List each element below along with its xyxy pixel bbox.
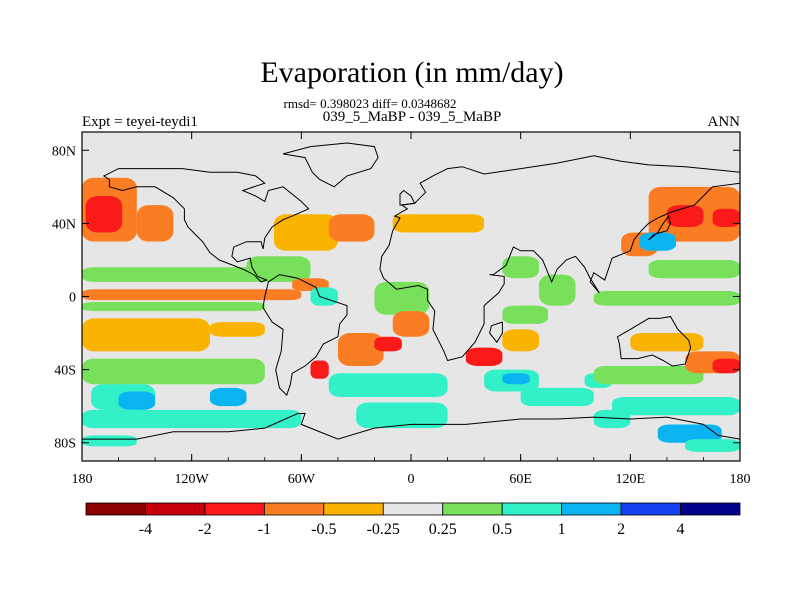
anomaly-region-6 bbox=[82, 301, 265, 312]
anomaly-region-4 bbox=[82, 289, 302, 301]
plot-subtitle: 039_5_MaBP - 039_5_MaBP bbox=[323, 109, 502, 125]
coastline-0 bbox=[102, 168, 310, 283]
y-tick-label-0: 80N bbox=[52, 144, 76, 159]
colorbar: -4 -2 -1 -0.5 -0.25 0.25 0.5 1 2 4 bbox=[85, 502, 741, 538]
x-tick-label-6: 180 bbox=[730, 472, 751, 487]
y-tick-label-1: 40N bbox=[52, 217, 76, 232]
anomaly-region-32 bbox=[502, 329, 539, 352]
anomaly-region-30 bbox=[502, 305, 549, 324]
colorbar-swatch-4 bbox=[323, 502, 384, 516]
colorbar-swatch-8 bbox=[561, 502, 622, 516]
anomaly-region-25 bbox=[310, 360, 329, 379]
colorbar-swatch-10 bbox=[680, 502, 741, 516]
anomaly-region-13 bbox=[82, 409, 302, 429]
anomaly-region-22 bbox=[337, 333, 384, 366]
x-tick-label-3: 0 bbox=[408, 472, 415, 487]
anomaly-region-17 bbox=[246, 256, 311, 282]
colorbar-label-4: -0.25 bbox=[367, 521, 400, 538]
colorbar-label-0: -4 bbox=[139, 521, 152, 538]
anomaly-region-40 bbox=[712, 358, 740, 374]
colorbar-label-7: 1 bbox=[558, 521, 566, 538]
latitude-axis: 80N 40N 0 40S 80S bbox=[52, 144, 740, 452]
colorbar-swatch-2 bbox=[204, 502, 265, 516]
x-tick-label-0: 180 bbox=[72, 472, 93, 487]
anomaly-region-20 bbox=[374, 281, 430, 315]
anomaly-region-19 bbox=[310, 287, 338, 306]
anomaly-region-14 bbox=[82, 435, 137, 447]
anomaly-region-12 bbox=[209, 387, 247, 407]
colorbar-label-1: -2 bbox=[198, 521, 211, 538]
anomaly-region-51 bbox=[593, 291, 740, 306]
colorbar-label-9: 4 bbox=[677, 521, 685, 538]
anomaly-region-7 bbox=[82, 318, 210, 352]
anomaly-region-29 bbox=[538, 274, 576, 306]
anomaly-region-34 bbox=[502, 373, 530, 385]
map-frame bbox=[81, 131, 741, 462]
anomaly-region-5 bbox=[82, 267, 265, 282]
anomaly-region-16 bbox=[328, 214, 375, 242]
anomaly-region-27 bbox=[392, 214, 485, 233]
x-tick-label-1: 120W bbox=[175, 472, 210, 487]
colorbar-swatch-6 bbox=[442, 502, 503, 516]
colorbar-label-8: 2 bbox=[617, 521, 625, 538]
coastline-7 bbox=[648, 214, 672, 241]
colorbar-swatch-3 bbox=[263, 502, 325, 516]
plot-title: Evaporation (in mm/day) bbox=[260, 56, 563, 89]
anomaly-region-9 bbox=[82, 358, 265, 385]
coastline-4 bbox=[489, 321, 503, 344]
period-label: ANN bbox=[708, 114, 741, 130]
anomaly-region-43 bbox=[657, 424, 722, 443]
anomaly-region-21 bbox=[392, 311, 430, 337]
anomaly-region-31 bbox=[465, 347, 503, 366]
colorbar-label-6: 0.5 bbox=[492, 521, 512, 538]
x-tick-label-2: 60W bbox=[288, 472, 316, 487]
anomaly-region-28 bbox=[502, 256, 539, 279]
coastline-6 bbox=[399, 189, 416, 206]
colorbar-label-2: -1 bbox=[258, 521, 271, 538]
coastline-2 bbox=[262, 274, 348, 397]
anomaly-region-47 bbox=[712, 208, 740, 228]
experiment-label: Expt = teyei-teydi1 bbox=[82, 114, 198, 130]
colorbar-swatch-1 bbox=[145, 502, 206, 516]
y-tick-label-2: 0 bbox=[69, 291, 76, 306]
anomaly-region-50 bbox=[648, 259, 740, 279]
anomaly-region-35 bbox=[520, 387, 594, 407]
anomaly-regions bbox=[82, 177, 740, 452]
anomaly-region-26 bbox=[356, 402, 448, 429]
colorbar-swatch-7 bbox=[501, 502, 563, 516]
coastline-8 bbox=[82, 413, 740, 461]
colorbar-label-3: -0.5 bbox=[311, 521, 336, 538]
coastline-1 bbox=[282, 142, 379, 188]
coastlines bbox=[82, 142, 740, 461]
anomaly-region-15 bbox=[273, 214, 338, 251]
anomaly-region-41 bbox=[612, 397, 740, 416]
anomaly-region-23 bbox=[374, 336, 402, 352]
anomaly-region-8 bbox=[209, 322, 265, 337]
colorbar-swatch-5 bbox=[382, 502, 444, 516]
anomaly-region-38 bbox=[593, 365, 704, 385]
anomaly-region-2 bbox=[136, 205, 174, 242]
colorbar-label-5: 0.25 bbox=[429, 521, 457, 538]
anomaly-region-24 bbox=[328, 373, 448, 398]
anomaly-region-42 bbox=[593, 409, 631, 429]
y-tick-label-3: 40S bbox=[54, 364, 76, 379]
coastline-5 bbox=[616, 316, 692, 367]
anomaly-region-44 bbox=[685, 439, 740, 452]
y-tick-label-4: 80S bbox=[54, 437, 76, 452]
anomaly-region-37 bbox=[630, 333, 704, 352]
colorbar-swatch-9 bbox=[620, 502, 681, 516]
x-tick-label-4: 60E bbox=[509, 472, 532, 487]
anomaly-region-1 bbox=[85, 195, 123, 233]
colorbar-swatch-0 bbox=[85, 502, 146, 516]
anomaly-region-49 bbox=[639, 232, 677, 251]
anomaly-region-3 bbox=[82, 241, 229, 257]
longitude-axis: 180 120W 60W 0 60E 120E 180 bbox=[72, 132, 751, 487]
anomaly-region-11 bbox=[118, 391, 156, 410]
coastline-3 bbox=[379, 155, 740, 362]
stats-line: rmsd= 0.398023 diff= 0.0348682 bbox=[284, 96, 457, 111]
x-tick-label-5: 120E bbox=[616, 472, 646, 487]
